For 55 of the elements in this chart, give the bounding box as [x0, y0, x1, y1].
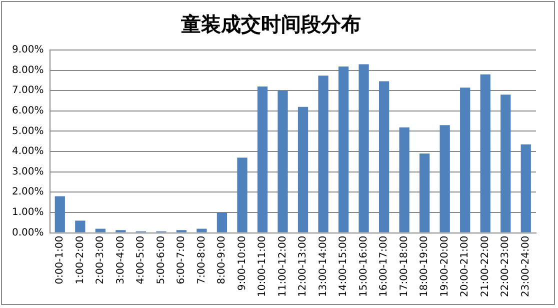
x-tick-label: 16:00-17:00 — [378, 236, 390, 298]
x-tick-label: 2:00-3:00 — [95, 236, 106, 284]
x-tick-label: 17:00-18:00 — [398, 236, 410, 298]
chart-title: 童装成交时间段分布 — [180, 12, 361, 36]
x-tick-label: 6:00-7:00 — [176, 236, 188, 284]
bar — [420, 154, 430, 232]
x-tick-label: 18:00-19:00 — [419, 236, 430, 298]
x-tick-label: 3:00-4:00 — [115, 236, 126, 284]
y-tick-label: 7.00% — [12, 85, 44, 96]
bar — [500, 94, 511, 232]
bar — [95, 228, 106, 232]
bar — [358, 64, 369, 232]
bar — [520, 144, 531, 232]
x-tick-label: 13:00-14:00 — [318, 236, 329, 298]
x-tick-label: 12:00-13:00 — [298, 236, 309, 298]
x-tick-label: 9:00-10:00 — [236, 236, 248, 291]
bar — [318, 76, 328, 232]
x-tick-label: 0:00-1:00 — [54, 236, 66, 284]
y-tick-label: 8.00% — [12, 64, 44, 76]
x-tick-label: 10:00-11:00 — [257, 236, 268, 298]
bar — [338, 66, 349, 232]
bar — [196, 228, 207, 232]
x-tick-label: 1:00-2:00 — [74, 236, 86, 284]
x-tick-label: 21:00-22:00 — [480, 236, 491, 298]
y-tick-label: 1.00% — [12, 207, 44, 218]
y-tick-label: 4.00% — [12, 146, 44, 158]
x-tick-label: 23:00-24:00 — [520, 236, 532, 298]
x-tick-label: 8:00-9:00 — [216, 236, 228, 284]
bar — [278, 90, 288, 232]
y-tick-label: 9.00% — [12, 44, 44, 56]
bar — [237, 158, 248, 232]
bar — [460, 88, 470, 232]
x-tick-label: 14:00-15:00 — [338, 236, 350, 298]
y-tick-label: 5.00% — [12, 126, 44, 137]
x-tick-label: 19:00-20:00 — [439, 236, 450, 298]
x-tick-label: 4:00-5:00 — [136, 236, 147, 284]
bar — [257, 86, 268, 232]
y-tick-label: 6.00% — [12, 106, 44, 117]
y-tick-label: 0.00% — [12, 227, 44, 238]
x-tick-label: 5:00-6:00 — [156, 236, 167, 284]
y-tick-label: 3.00% — [12, 166, 44, 178]
bar — [480, 74, 490, 232]
x-tick-label: 7:00-8:00 — [196, 236, 208, 284]
x-tick-label: 20:00-21:00 — [460, 236, 471, 298]
bar — [440, 125, 450, 232]
x-tick-label: 11:00-12:00 — [277, 236, 288, 298]
x-tick-label: 22:00-23:00 — [500, 236, 512, 298]
bar — [399, 127, 410, 232]
bar — [216, 212, 228, 232]
x-tick-label: 15:00-16:00 — [358, 236, 370, 298]
bar — [54, 196, 65, 232]
bar — [298, 106, 308, 232]
bar — [75, 220, 86, 232]
bar — [378, 81, 390, 232]
y-tick-label: 2.00% — [12, 186, 44, 198]
